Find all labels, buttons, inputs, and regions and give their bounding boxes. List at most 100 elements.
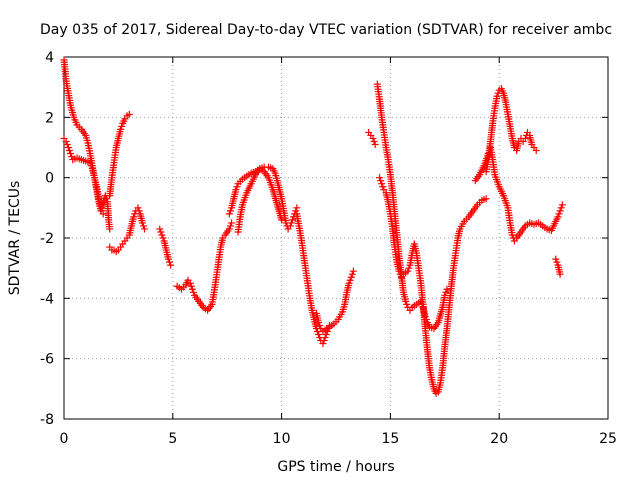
y-tick-label: 4 [45, 50, 54, 66]
data-point-marker [278, 216, 286, 224]
data-point-marker [134, 204, 142, 212]
data-point-marker [521, 134, 529, 142]
data-point-marker [225, 210, 233, 218]
data-point-marker [141, 225, 149, 233]
data-point-marker [288, 216, 296, 224]
data-point-marker [135, 207, 143, 215]
data-point-marker [67, 150, 75, 158]
data-point-marker [125, 110, 133, 118]
data-point-marker [292, 207, 300, 215]
data-point-marker [286, 222, 294, 230]
y-tick-label: -8 [40, 412, 54, 428]
data-point-marker [493, 92, 501, 100]
y-tick-label: -4 [40, 291, 54, 307]
y-axis-label: SDTVAR / TECUs [7, 181, 23, 296]
data-point-marker [376, 174, 384, 182]
data-point-marker [138, 219, 146, 227]
data-point-marker [186, 279, 194, 287]
data-point-marker [482, 195, 490, 203]
data-point-marker [290, 213, 298, 221]
data-point-marker [508, 231, 516, 239]
data-point-marker [86, 159, 94, 167]
data-points [60, 56, 566, 397]
data-point-marker [293, 204, 301, 212]
data-point-marker [87, 162, 95, 170]
data-point-marker [532, 147, 540, 155]
x-tick-label: 25 [599, 431, 617, 447]
data-point-marker [395, 267, 403, 275]
y-tick-label: 2 [45, 110, 54, 126]
data-point-marker [404, 267, 412, 275]
data-point-marker [63, 140, 71, 148]
y-tick-label: 0 [45, 171, 54, 187]
data-point-marker [555, 210, 563, 218]
data-point-marker [558, 201, 566, 209]
data-point-marker [484, 150, 492, 158]
data-point-marker [130, 213, 138, 221]
data-point-marker [118, 122, 126, 130]
data-point-marker [319, 340, 327, 348]
data-point-marker [159, 234, 167, 242]
data-point-marker [228, 219, 236, 227]
data-point-marker [320, 337, 328, 345]
grid [64, 57, 608, 419]
data-point-marker [403, 300, 411, 308]
data-point-marker [322, 331, 330, 339]
data-point-marker [370, 137, 378, 145]
data-point-marker [556, 207, 564, 215]
data-point-marker [106, 225, 114, 233]
data-point-marker [166, 258, 174, 266]
data-point-marker [557, 204, 565, 212]
data-point-marker [139, 222, 147, 230]
data-point-marker [315, 331, 323, 339]
data-point-marker [345, 279, 353, 287]
data-point-marker [62, 137, 70, 145]
data-point-marker [225, 225, 233, 233]
data-point-marker [189, 288, 197, 296]
data-point-marker [371, 140, 379, 148]
data-point-marker [378, 180, 386, 188]
data-point-marker [552, 255, 560, 263]
data-point-marker [99, 210, 107, 218]
y-tick-labels: -8 -6 -4 -2 0 2 4 [40, 50, 54, 428]
data-point-marker [442, 288, 450, 296]
data-point-marker [315, 318, 323, 326]
data-point-marker [187, 282, 195, 290]
x-tick-label: 20 [490, 431, 508, 447]
x-tick-label: 0 [60, 431, 69, 447]
data-point-marker [158, 231, 166, 239]
data-point-marker [316, 321, 324, 329]
x-tick-label: 5 [168, 431, 177, 447]
data-point-marker [348, 270, 356, 278]
data-point-marker [402, 297, 410, 305]
x-tick-label: 15 [381, 431, 399, 447]
data-point-marker [321, 334, 329, 342]
data-point-marker [226, 222, 234, 230]
tick-marks [63, 56, 609, 420]
x-tick-label: 10 [273, 431, 291, 447]
data-point-marker [233, 183, 241, 191]
data-point-marker [156, 225, 164, 233]
data-point-marker [188, 285, 196, 293]
data-point-marker [346, 276, 354, 284]
data-point-marker [167, 261, 175, 269]
data-point-marker [164, 255, 172, 263]
y-tick-label: -6 [40, 352, 54, 368]
x-tick-labels: 0 5 10 15 20 25 [60, 431, 617, 447]
data-point-marker [157, 228, 165, 236]
data-point-marker [226, 207, 234, 215]
chart-title: Day 035 of 2017, Sidereal Day-to-day VTE… [40, 22, 612, 38]
data-point-marker [287, 219, 295, 227]
data-point-marker [556, 270, 564, 278]
data-point-marker [553, 258, 561, 266]
data-point-marker [379, 183, 387, 191]
data-point-marker [405, 264, 413, 272]
data-point-marker [349, 267, 357, 275]
data-point-marker [377, 177, 385, 185]
data-point-marker [232, 186, 240, 194]
x-axis-label: GPS time / hours [277, 459, 394, 475]
data-point-marker [554, 213, 562, 221]
data-point-marker [443, 285, 451, 293]
y-tick-label: -2 [40, 231, 54, 247]
